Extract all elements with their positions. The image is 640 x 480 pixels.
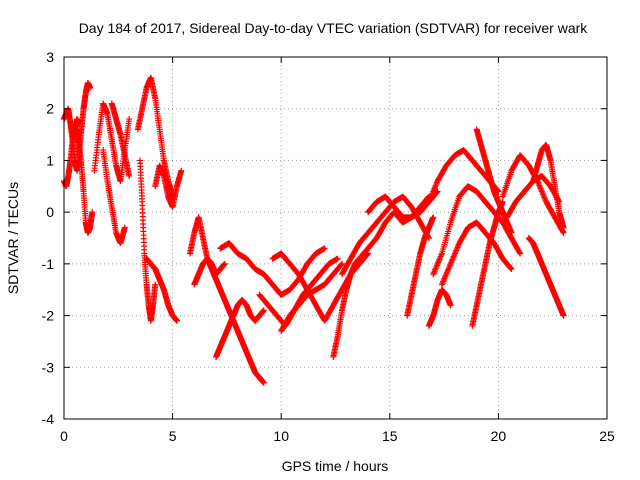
sat-j-point — [178, 167, 185, 174]
sat-h-point — [152, 281, 159, 288]
x-tick-label: 20 — [491, 428, 507, 444]
sat-e-point — [121, 224, 128, 231]
y-tick-label: -3 — [42, 359, 55, 375]
x-tick-label: 0 — [60, 428, 68, 444]
sat-c-point — [89, 209, 96, 216]
sat-i-point — [173, 317, 180, 324]
x-tick-label: 25 — [599, 428, 615, 444]
chart-title: Day 184 of 2017, Sidereal Day-to-day VTE… — [79, 20, 589, 36]
x-tick-label: 15 — [382, 428, 398, 444]
y-tick-label: 2 — [46, 101, 54, 117]
y-tick-label: 1 — [46, 152, 54, 168]
x-tick-label: 5 — [169, 428, 177, 444]
sat-k-point — [221, 260, 228, 267]
y-tick-label: 0 — [46, 204, 54, 220]
data-points — [61, 74, 567, 386]
sat-a-point — [87, 85, 94, 92]
sat-m-point — [260, 307, 267, 314]
y-axis-label: SDTVAR / TECUs — [5, 182, 21, 294]
y-tick-label: -4 — [42, 411, 55, 427]
x-tick-label: 10 — [273, 428, 289, 444]
y-tick-label: -2 — [42, 308, 55, 324]
sat-l-point — [260, 379, 267, 386]
y-tick-label: -1 — [42, 256, 55, 272]
x-axis-label: GPS time / hours — [282, 458, 389, 474]
sat-b-point — [76, 121, 83, 128]
y-tick-label: 3 — [46, 49, 54, 65]
sat-d-point — [126, 116, 133, 123]
sat-f-point — [126, 172, 133, 179]
